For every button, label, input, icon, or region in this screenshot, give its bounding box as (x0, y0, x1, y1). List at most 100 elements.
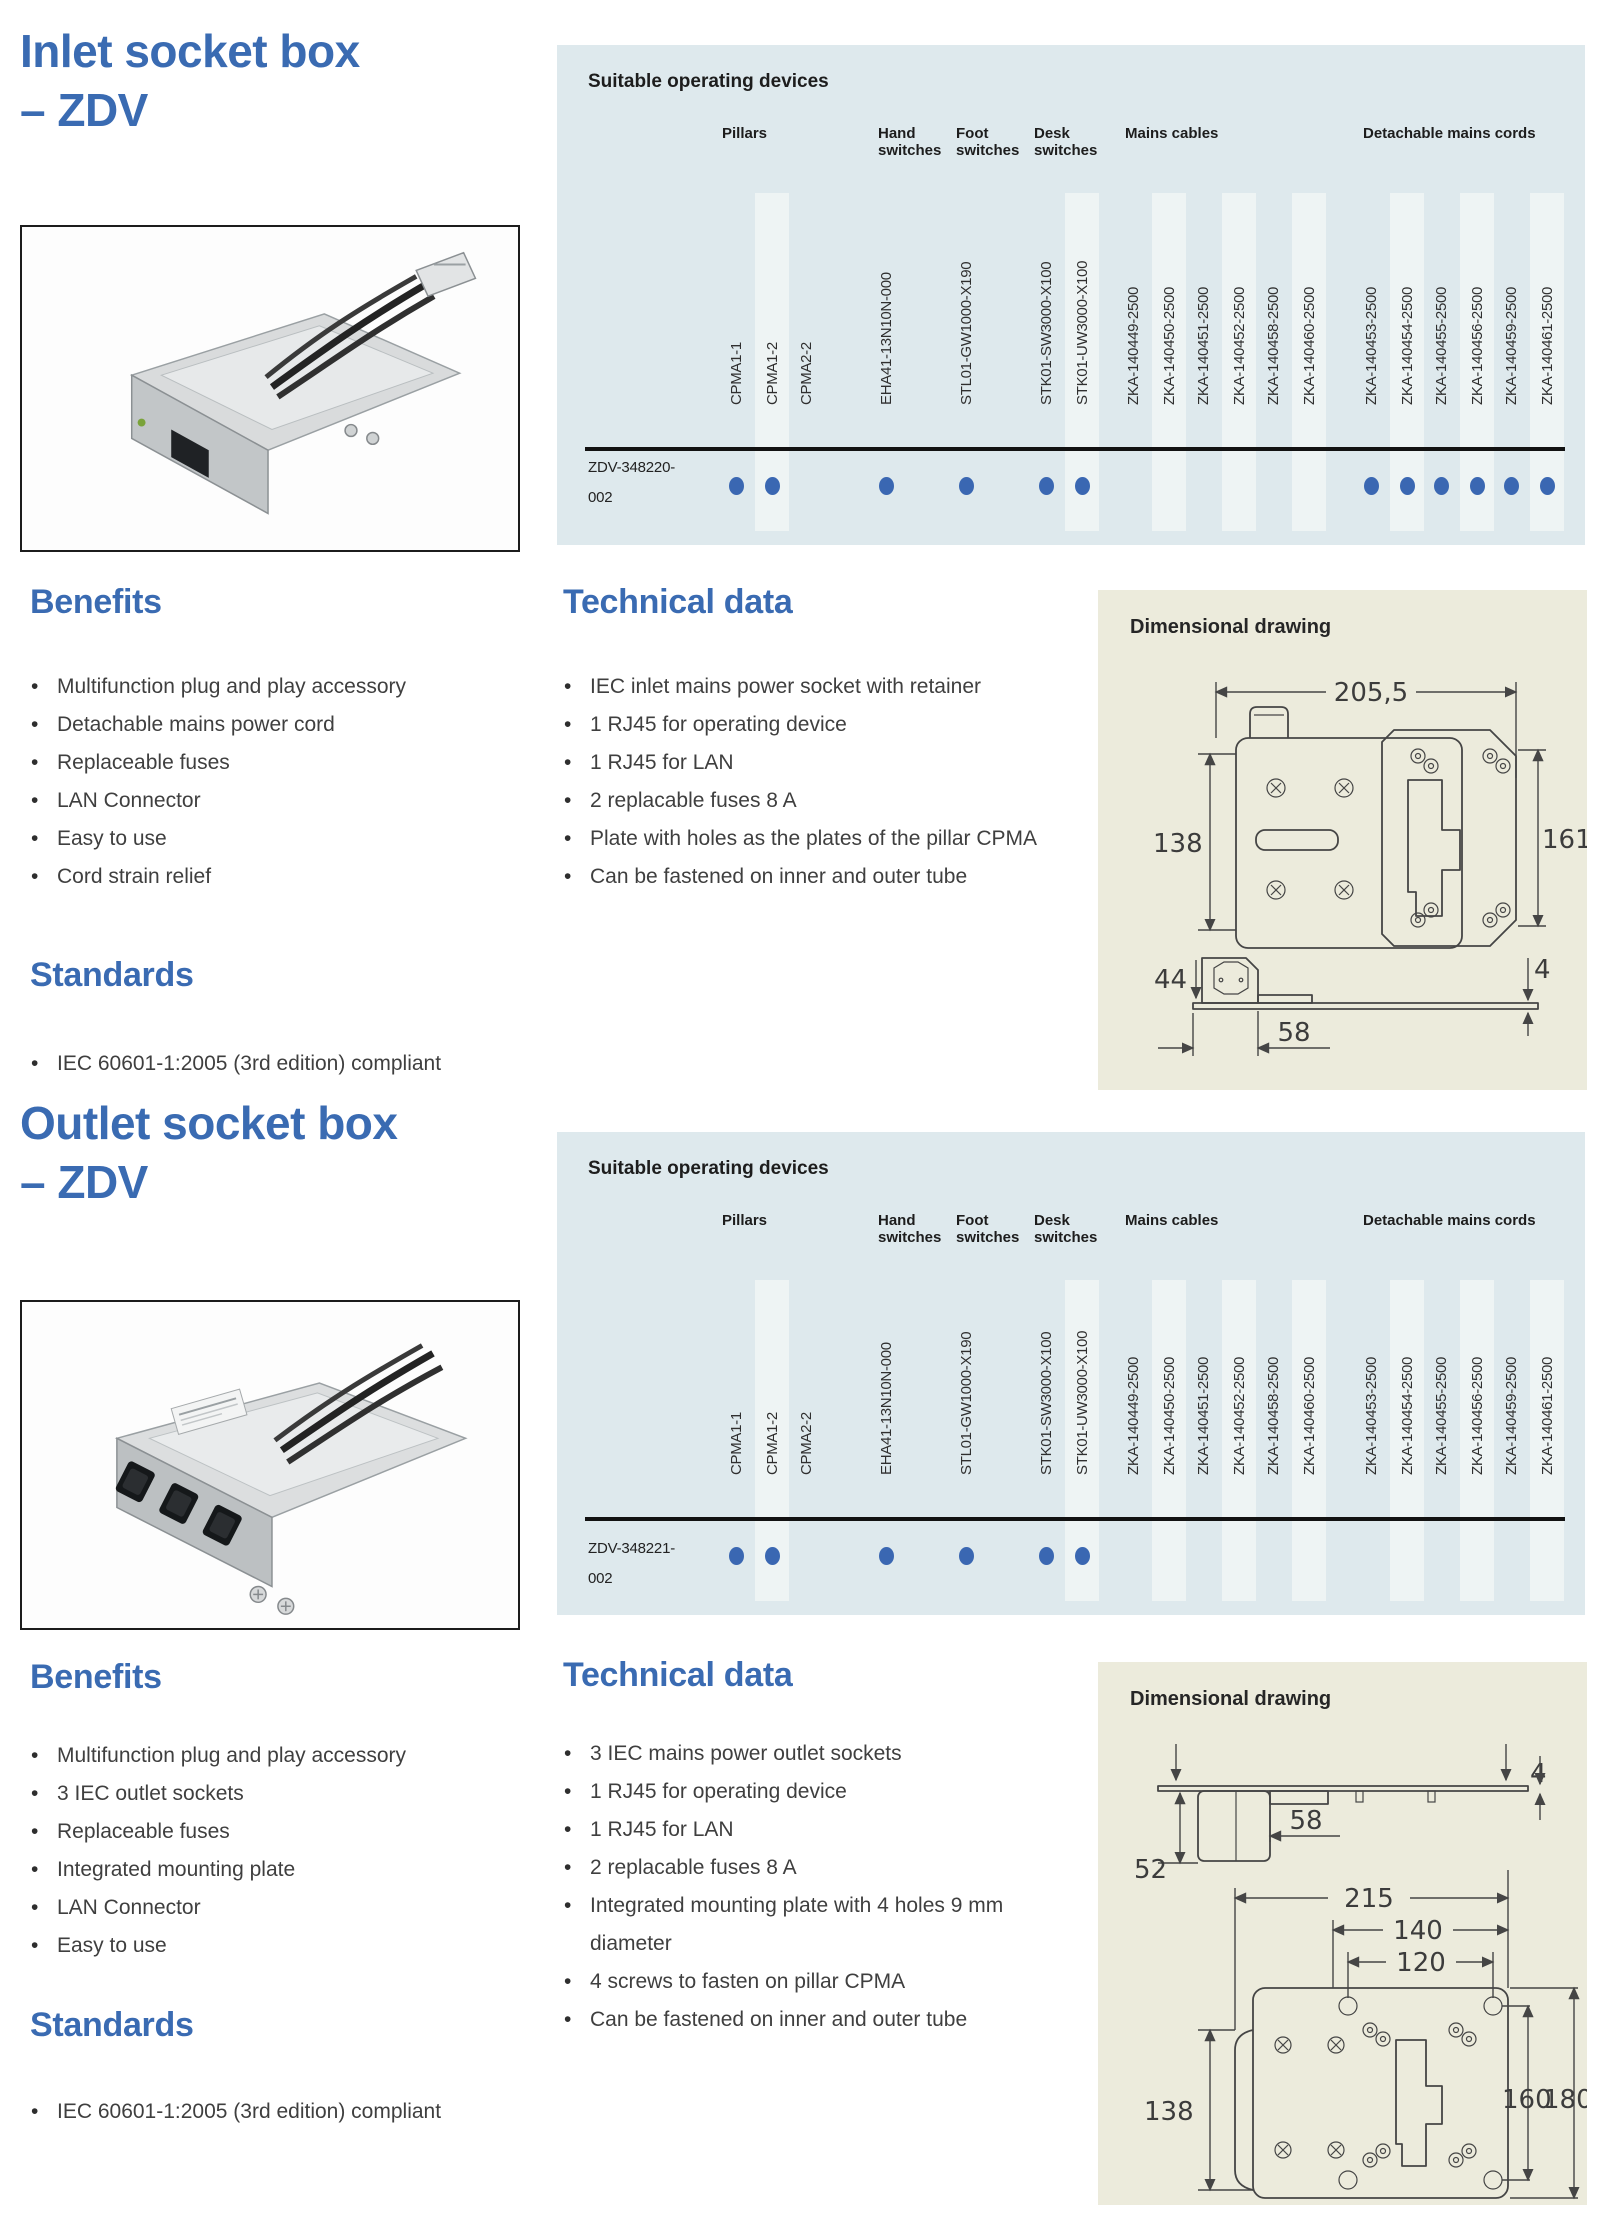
column-stripe (1292, 1280, 1326, 1601)
column-stripe (1152, 193, 1186, 531)
column-label: STL01-GW1000-X190 (958, 1331, 975, 1475)
table-row: ZDV-348220- 002 (588, 453, 675, 513)
bullet-item: Integrated mounting plate (30, 1851, 500, 1889)
technical-block-inlet: Technical data IEC inlet mains power soc… (563, 583, 1055, 896)
column-label: ZKA-140455-2500 (1433, 286, 1450, 405)
bullet-item: 1 RJ45 for LAN (563, 744, 1055, 782)
bullet-item: LAN Connector (30, 1889, 500, 1927)
table-rule (585, 1517, 1565, 1521)
column-label: STK01-UW3000-X100 (1074, 1330, 1091, 1475)
compat-dot (1540, 477, 1555, 495)
dim-plate-thickness: 4 (1534, 955, 1551, 985)
column-label: ZKA-140456-2500 (1469, 286, 1486, 405)
column-group-label: Desk switches (1034, 1212, 1098, 1247)
column-stripe (1222, 193, 1256, 531)
bullet-item: 4 screws to fasten on pillar CPMA (563, 1963, 1055, 2001)
column-group-label: Hand switches (878, 125, 942, 160)
bullet-item: 2 replacable fuses 8 A (563, 1849, 1055, 1887)
standards-block-outlet: Standards IEC 60601-1:2005 (3rd edition)… (30, 2006, 500, 2131)
bullet-item: IEC 60601-1:2005 (3rd edition) compliant (30, 1045, 500, 1083)
benefits-heading: Benefits (30, 583, 162, 621)
column-label: ZKA-140450-2500 (1161, 286, 1178, 405)
column-stripe (1222, 1280, 1256, 1601)
title-line1: Inlet socket box (20, 25, 360, 77)
compat-table-outlet: Suitable operating devices ZDV-348221- 0… (557, 1132, 1585, 1615)
column-stripe (1460, 1280, 1494, 1601)
dim-left-height: 138 (1144, 2097, 1194, 2127)
bullet-item: Easy to use (30, 1927, 500, 1965)
column-label: STK01-SW3000-X100 (1038, 1331, 1055, 1475)
dimensional-drawing-panel-outlet: Dimensional drawing 4 58 52 (1098, 1662, 1587, 2205)
column-label: STL01-GW1000-X190 (958, 261, 975, 405)
column-label: ZKA-140453-2500 (1363, 286, 1380, 405)
column-label: CPMA1-2 (764, 1412, 781, 1475)
compat-dot (959, 477, 974, 495)
technical-block-outlet: Technical data 3 IEC mains power outlet … (563, 1656, 1055, 2039)
column-label: CPMA1-1 (728, 1412, 745, 1475)
title-line1: Outlet socket box (20, 1097, 398, 1149)
standards-heading: Standards (30, 956, 194, 994)
dim-plate-width: 205,5 (1334, 678, 1408, 708)
bullet-item: 1 RJ45 for LAN (563, 1811, 1055, 1849)
column-group-label: Pillars (722, 125, 768, 142)
bullet-item: 3 IEC mains power outlet sockets (563, 1735, 1055, 1773)
bullet-item: Can be fastened on inner and outer tube (563, 858, 1055, 896)
dimensional-drawing-inlet-svg: 205,5 138 (1153, 678, 1587, 1056)
technical-list: 3 IEC mains power outlet sockets1 RJ45 f… (563, 1735, 1055, 2039)
column-label: CPMA2-2 (798, 342, 815, 405)
column-label: ZKA-140451-2500 (1195, 1356, 1212, 1475)
column-stripe (1530, 1280, 1564, 1601)
row-id-line1: ZDV-348221- (588, 1540, 676, 1557)
bullet-item: Plate with holes as the plates of the pi… (563, 820, 1055, 858)
column-label: ZKA-140459-2500 (1503, 286, 1520, 405)
compat-dot (879, 1547, 894, 1565)
column-group-label: Detachable mains cords (1363, 1212, 1536, 1229)
compat-dot (765, 477, 780, 495)
compat-dot (1434, 477, 1449, 495)
column-label: ZKA-140454-2500 (1399, 1356, 1416, 1475)
column-label: ZKA-140458-2500 (1265, 1356, 1282, 1475)
column-label: ZKA-140460-2500 (1301, 1356, 1318, 1475)
title-line2: – ZDV (20, 83, 148, 136)
screw-icons (1274, 2022, 1477, 2168)
column-label: ZKA-140450-2500 (1161, 1356, 1178, 1475)
column-group-label: Desk switches (1034, 125, 1098, 160)
column-label: ZKA-140456-2500 (1469, 1356, 1486, 1475)
technical-heading: Technical data (563, 583, 793, 621)
column-label: ZKA-140461-2500 (1539, 1356, 1556, 1475)
dim-outer-height: 180 (1543, 2085, 1587, 2115)
standards-list: IEC 60601-1:2005 (3rd edition) compliant (30, 2093, 500, 2131)
bullet-item: 1 RJ45 for operating device (563, 1773, 1055, 1811)
row-id-line2: 002 (588, 489, 613, 506)
compat-dot (959, 1547, 974, 1565)
compat-dot (1470, 477, 1485, 495)
column-group-label: Foot switches (956, 125, 1020, 160)
column-stripe (1390, 1280, 1424, 1601)
column-stripe (1152, 1280, 1186, 1601)
dimensional-drawing-outlet-svg: 4 58 52 215 140 120 (1134, 1744, 1587, 2200)
technical-list: IEC inlet mains power socket with retain… (563, 668, 1055, 896)
compat-dot (1364, 477, 1379, 495)
column-label: ZKA-140458-2500 (1265, 286, 1282, 405)
standards-heading: Standards (30, 2006, 194, 2044)
bullet-item: 2 replacable fuses 8 A (563, 782, 1055, 820)
compat-dot (879, 477, 894, 495)
dim-left-height: 138 (1153, 829, 1203, 859)
column-label: ZKA-140460-2500 (1301, 286, 1318, 405)
row-id-line2: 002 (588, 1570, 613, 1587)
dim-plate-thickness: 4 (1530, 1759, 1547, 1789)
dim-box-width: 58 (1277, 1018, 1310, 1048)
benefits-list: Multifunction plug and play accessoryDet… (30, 668, 500, 896)
dimensional-drawing-heading: Dimensional drawing (1130, 616, 1332, 638)
column-label: STK01-UW3000-X100 (1074, 260, 1091, 405)
column-label: CPMA1-2 (764, 342, 781, 405)
column-label: STK01-SW3000-X100 (1038, 261, 1055, 405)
benefits-list: Multifunction plug and play accessory3 I… (30, 1737, 500, 1965)
bullet-item: Easy to use (30, 820, 500, 858)
dim-box-height: 52 (1134, 1855, 1167, 1885)
bullet-item: 1 RJ45 for operating device (563, 706, 1055, 744)
column-stripe (1292, 193, 1326, 531)
benefits-heading: Benefits (30, 1658, 162, 1696)
compat-dot (765, 1547, 780, 1565)
